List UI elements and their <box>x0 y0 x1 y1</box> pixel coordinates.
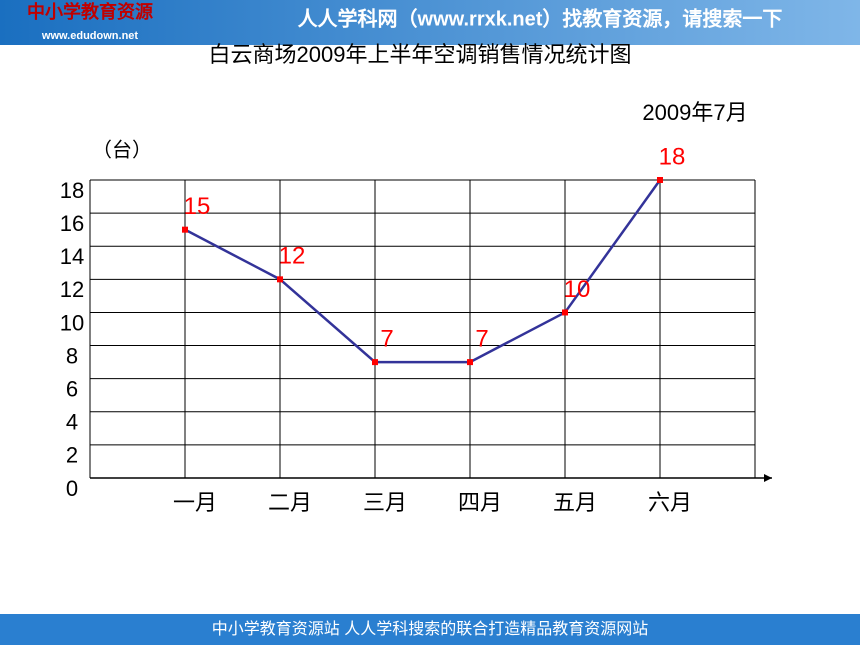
x-tick-label: 三月 <box>363 490 407 515</box>
line <box>184 179 662 364</box>
y-tick-label: 0 <box>66 476 78 501</box>
x-tick-label: 一月 <box>173 490 217 515</box>
point <box>182 226 188 233</box>
chart-subtitle: 2009年7月 <box>642 100 747 125</box>
y-tick-label: 16 <box>60 211 84 236</box>
y-tick-label: 2 <box>66 443 78 468</box>
banner: 人人学科网（www.rrxk.net）找教育资源，请搜索一下 <box>298 6 783 30</box>
x-tick-label: 五月 <box>553 490 597 515</box>
chart-title: 白云商场2009年上半年空调销售情况统计图 <box>209 42 632 67</box>
y-tick-label: 6 <box>66 376 78 401</box>
y-tick-label: 4 <box>66 410 78 435</box>
data-label: 7 <box>380 325 393 352</box>
x-tick-label: 二月 <box>268 490 312 515</box>
point <box>657 177 663 183</box>
y-tick-label: 14 <box>60 244 84 269</box>
data-label: 12 <box>279 243 306 270</box>
y-tick-label: 8 <box>66 343 78 368</box>
footer-bar <box>0 614 860 645</box>
data-label: 15 <box>184 193 211 220</box>
point <box>562 309 568 316</box>
y-axis-label: （台） <box>92 139 152 162</box>
header-bar <box>0 0 860 45</box>
data-label: 10 <box>564 276 591 303</box>
footer-text: 中小学教育资源站 人人学科搜索的联合打造精品教育资源网站 <box>212 620 648 638</box>
logo-url: www.edudown.net <box>41 30 138 42</box>
y-tick-label: 10 <box>60 310 84 335</box>
logo-art: 中小学教育资源 <box>27 1 153 22</box>
x-tick-label: 六月 <box>648 490 692 515</box>
y-tick-label: 18 <box>60 178 84 203</box>
y-tick-label: 12 <box>60 277 84 302</box>
data-label: 18 <box>659 143 686 170</box>
point <box>277 276 283 283</box>
data-label: 7 <box>475 325 488 352</box>
point <box>372 359 378 366</box>
point <box>467 359 473 366</box>
x-axis-arrow <box>764 474 772 482</box>
x-tick-label: 四月 <box>458 490 502 515</box>
